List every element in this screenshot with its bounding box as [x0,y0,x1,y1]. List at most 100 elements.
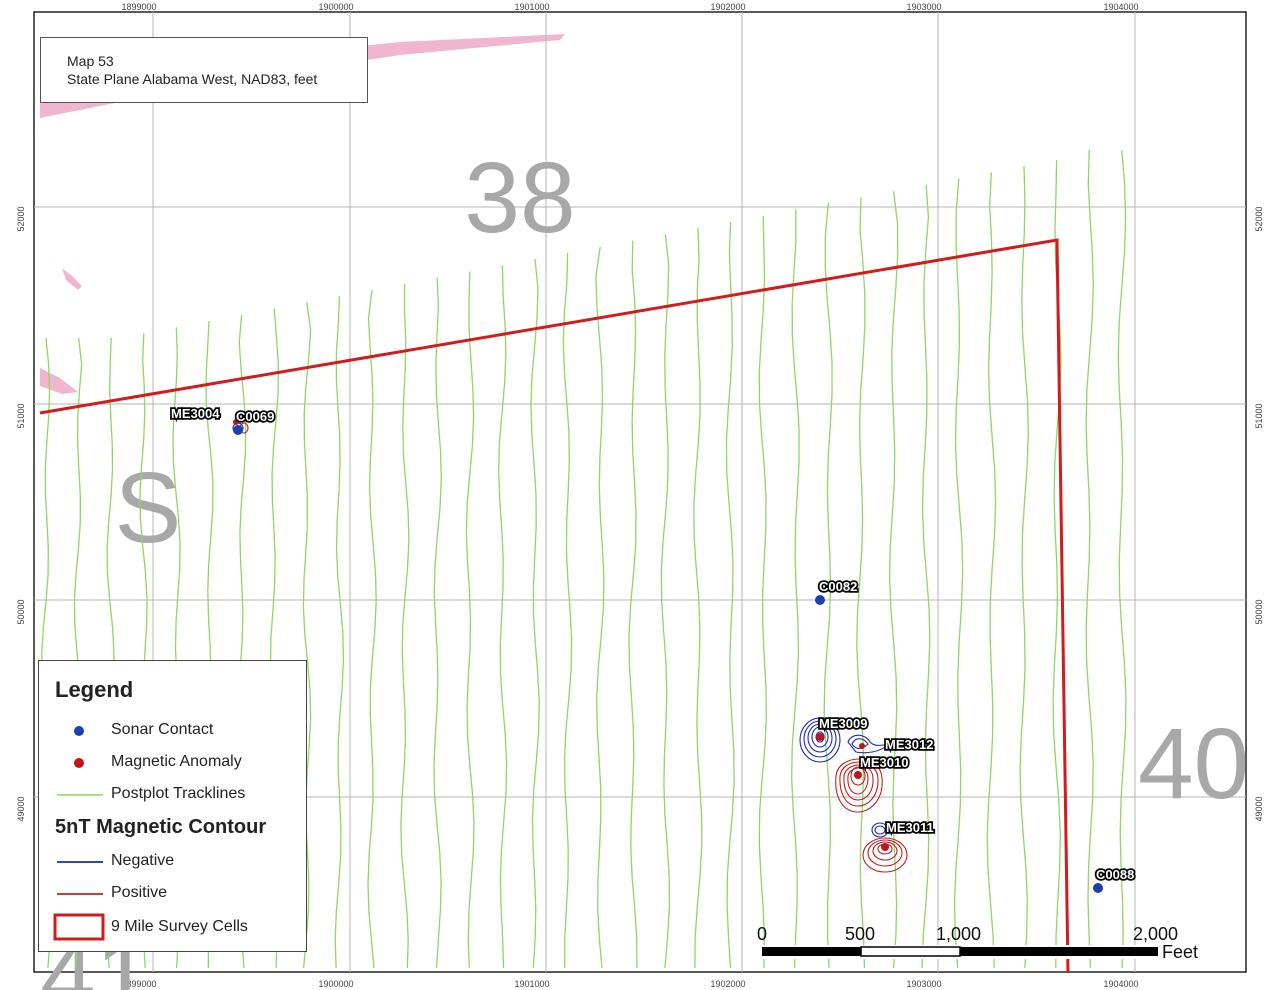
legend-item-negative: Negative [39,851,306,873]
y-tick-label-left: 51000 [16,403,26,428]
label-me3010: ME3010 [860,755,908,770]
x-tick-label-bottom: 1899000 [121,979,156,989]
trackline [823,203,833,969]
legend-label-anomaly: Magnetic Anomaly [111,753,242,770]
sonar-contacts [233,425,1103,893]
x-tick-label-top: 1900000 [318,2,353,12]
trackline [1019,166,1029,969]
x-tick-label-bottom: 1903000 [906,979,941,989]
label-me3011: ME3011 [886,820,934,835]
label-me3004: ME3004 [171,406,220,421]
label-c0082: C0082 [819,579,857,594]
y-tick-labels-right: 52000 51000 50000 49000 [1254,206,1264,821]
scale-label-0: 0 [757,924,768,944]
y-tick-label-right: 50000 [1254,599,1264,624]
x-tick-label-bottom: 1904000 [1103,979,1138,989]
sonar-contact-c0082[interactable] [815,595,825,605]
positive-contours [239,422,908,873]
blue-line-icon [57,861,103,863]
magnetic-anomaly-me3011[interactable] [881,843,889,851]
legend-label-tracklines: Postplot Tracklines [111,785,246,802]
map-title-box: Map 53 State Plane Alabama West, NAD83, … [40,37,368,103]
legend-label-survey-cells: 9 Mile Survey Cells [111,918,248,935]
y-tick-label-left: 49000 [16,796,26,821]
label-c0069: C0069 [236,409,274,424]
x-tick-label-top: 1901000 [514,2,549,12]
legend-item-anomaly: Magnetic Anomaly [39,752,306,774]
cell-number-40: 40 [1138,708,1249,820]
x-tick-label-bottom: 1902000 [710,979,745,989]
projection-label: State Plane Alabama West, NAD83, feet [67,71,318,87]
cell-number-s: S [115,452,182,564]
trackline [791,209,800,969]
label-me3009: ME3009 [819,716,867,731]
magnetic-anomaly-me3004[interactable] [233,419,239,425]
legend-item-tracklines: Postplot Tracklines [39,784,306,806]
red-box-icon [53,913,105,941]
trackline [595,246,605,969]
legend-item-sonar: Sonar Contact [39,720,306,742]
legend-title: Legend [55,677,134,702]
x-tick-labels-top: 1899000 1900000 1901000 1902000 1903000 19040… [121,2,1138,12]
label-c0088: C0088 [1096,867,1134,882]
trackline [628,240,638,969]
x-tick-label-bottom: 1900000 [318,979,353,989]
trackline [1117,149,1127,969]
x-tick-label-top: 1904000 [1103,2,1138,12]
scale-label-500: 500 [845,924,876,944]
cell-number-38: 38 [464,142,575,254]
magnetic-anomaly-me3012[interactable] [859,743,865,749]
trackline [1085,149,1094,969]
magnetic-anomaly-me3010[interactable] [854,771,862,779]
legend-label-negative: Negative [111,852,175,869]
label-me3012: ME3012 [885,737,933,752]
y-tick-label-right: 51000 [1254,403,1264,428]
trackline [530,259,540,969]
red-line-icon [57,893,103,895]
trackline [888,190,899,969]
negative-contours [232,422,890,838]
pink-area-small [62,268,82,290]
trackline [367,290,377,969]
y-tick-label-right: 49000 [1254,796,1264,821]
legend: Legend Sonar Contact Magnetic Anomaly Po… [38,660,307,952]
trackline [302,302,312,969]
y-tick-labels-left: 52000 51000 50000 49000 [16,206,26,821]
legend-item-survey-cells: 9 Mile Survey Cells [39,913,306,941]
y-tick-label-left: 52000 [16,206,26,231]
sonar-contact-c0088[interactable] [1093,883,1103,893]
trackline [693,228,703,969]
trackline [400,283,410,969]
scale-label-1000: 1,000 [936,924,982,944]
x-tick-label-top: 1899000 [121,2,156,12]
scale-bar [762,945,1158,959]
trackline [921,184,931,969]
trackline [660,234,671,969]
trackline [465,271,475,969]
scale-label-2000: 2,000 [1133,924,1179,944]
x-tick-labels-bottom: 1899000 1900000 1901000 1902000 1903000 19040… [121,979,1138,989]
map-number: Map 53 [67,53,114,69]
trackline [334,296,345,969]
y-tick-label-right: 52000 [1254,206,1264,231]
trackline [856,197,866,969]
green-line-icon [57,794,103,796]
trackline [562,252,573,969]
magnetic-anomalies [233,419,889,851]
magnetic-anomaly-me3009[interactable] [816,733,824,741]
x-tick-label-bottom: 1901000 [514,979,549,989]
red-dot-icon [74,758,84,768]
legend-label-positive: Positive [111,884,168,901]
survey-cell-boundary [39,238,1070,973]
trackline [986,172,997,969]
trackline [433,277,442,969]
legend-label-sonar: Sonar Contact [111,721,214,738]
x-tick-label-top: 1903000 [906,2,941,12]
legend-subtitle: 5nT Magnetic Contour [55,816,267,838]
sonar-contact-c0069[interactable] [233,425,243,435]
trackline [953,178,964,969]
y-tick-label-left: 50000 [16,599,26,624]
blue-dot-icon [74,726,84,736]
legend-item-positive: Positive [39,883,306,905]
